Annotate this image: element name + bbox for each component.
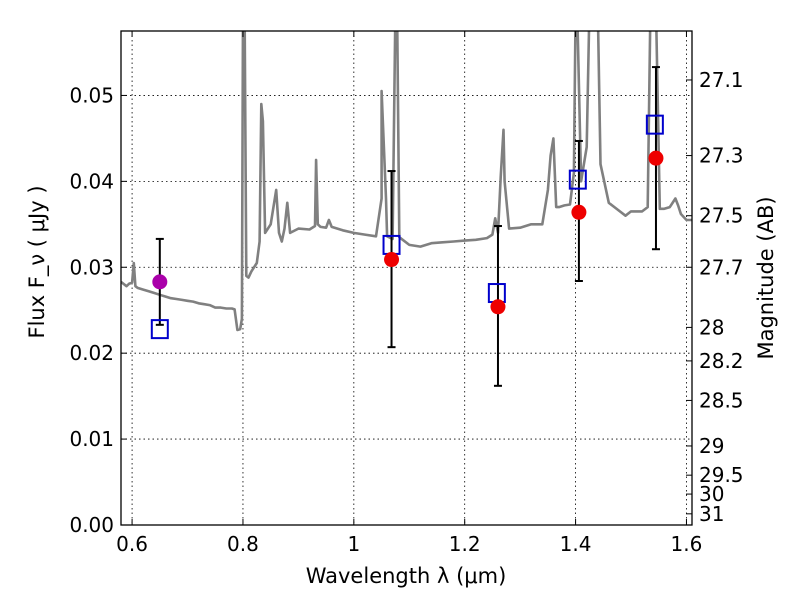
y-tick-label: 0.02 xyxy=(69,341,114,365)
square-marker xyxy=(150,319,169,340)
y-tick-label: 0.01 xyxy=(69,427,114,451)
y-tick-label: 0.05 xyxy=(69,83,114,107)
x-axis-ticks: 0.6 0.8 1 1.2 1.4 1.6 xyxy=(116,31,702,556)
square-marker xyxy=(645,114,664,135)
x-tick-label: 1.4 xyxy=(560,532,592,556)
right-tick-label: 28.2 xyxy=(699,349,744,373)
right-tick-label: 31 xyxy=(699,502,724,526)
data-markers xyxy=(150,114,664,340)
right-tick-label: 28 xyxy=(699,315,724,339)
circle-marker xyxy=(490,299,506,315)
circle-marker xyxy=(384,252,400,268)
square-marker xyxy=(568,169,587,190)
x-tick-label: 0.6 xyxy=(116,532,148,556)
right-tick-label: 29.5 xyxy=(699,463,744,487)
right-tick-label: 27.5 xyxy=(699,204,744,228)
x-tick-label: 1.2 xyxy=(449,532,481,556)
x-tick-label: 0.8 xyxy=(227,532,259,556)
y-tick-label: 0.03 xyxy=(69,255,114,279)
model-spectrum-line xyxy=(121,31,692,332)
y-tick-label: 0.04 xyxy=(69,169,114,193)
x-tick-label: 1 xyxy=(347,532,360,556)
y-tick-label: 0.00 xyxy=(69,513,114,537)
right-tick-label: 28.5 xyxy=(699,388,744,412)
x-tick-label: 1.6 xyxy=(671,532,703,556)
circle-marker xyxy=(571,204,587,220)
right-tick-label: 27.1 xyxy=(699,68,744,92)
right-tick-label: 29 xyxy=(699,434,724,458)
right-tick-label: 27.3 xyxy=(699,144,744,168)
circle-marker xyxy=(648,150,664,166)
x-axis-label: Wavelength λ (μm) xyxy=(306,564,507,588)
model-spectrum-layer xyxy=(121,31,692,332)
right-tick-label: 27.7 xyxy=(699,255,744,279)
circle-marker xyxy=(152,274,168,290)
y-axis-label: Flux F_ν ( μJy ) xyxy=(25,185,50,338)
plot-background xyxy=(121,31,692,525)
right-axis-label: Magnitude (AB) xyxy=(754,196,778,359)
right-tick-label: 30 xyxy=(699,482,724,506)
y-axis-ticks: 0.00 0.01 0.02 0.03 0.04 0.05 xyxy=(69,83,127,537)
plot-frame xyxy=(120,30,693,526)
